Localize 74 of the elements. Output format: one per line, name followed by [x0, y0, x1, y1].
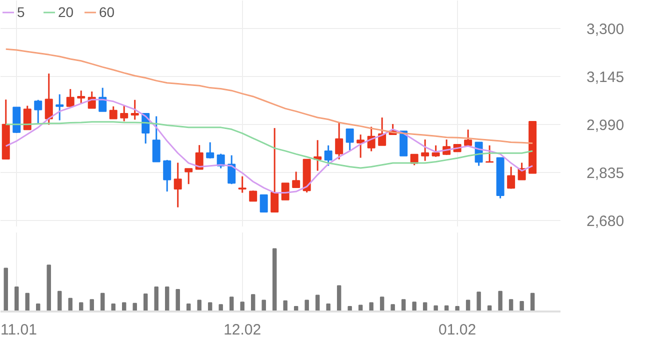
- candlestick: [346, 128, 354, 152]
- bar: [58, 290, 62, 312]
- candlestick: [421, 138, 430, 162]
- candlestick: [335, 121, 344, 160]
- x-tick-label: 11.01: [0, 322, 37, 337]
- candlestick: [238, 176, 246, 194]
- bar: [4, 268, 8, 312]
- bar: [326, 303, 330, 312]
- candlestick: [163, 159, 172, 192]
- bar: [164, 286, 170, 312]
- bar: [412, 302, 416, 312]
- line-series: [5, 48, 534, 144]
- bar: [315, 294, 320, 312]
- candlestick: [228, 154, 236, 185]
- bar: [250, 294, 256, 312]
- bar: [380, 296, 384, 312]
- bar: [176, 289, 180, 312]
- candlestick: [292, 170, 300, 188]
- candlestick: [44, 72, 53, 126]
- bar: [100, 292, 105, 312]
- candlestick: [174, 162, 182, 208]
- bar: [336, 285, 342, 312]
- candlestick: [432, 144, 440, 158]
- bar: [197, 300, 202, 312]
- bar: [229, 296, 234, 312]
- bar: [132, 302, 137, 312]
- candlestick: [34, 99, 42, 124]
- x-tick-label: 12.02: [224, 322, 262, 337]
- candlestick: [98, 87, 107, 112]
- bar: [530, 292, 535, 312]
- bar: [154, 286, 158, 312]
- bar: [240, 302, 244, 312]
- bar: [111, 303, 116, 312]
- x-tick-label: 01.02: [438, 322, 476, 337]
- bar: [476, 292, 481, 312]
- candlestick: [324, 144, 332, 167]
- bar: [25, 292, 30, 312]
- candlestick: [464, 128, 472, 146]
- candlestick: [109, 106, 118, 120]
- bar: [218, 304, 223, 312]
- y-tick-label: 2,990: [586, 116, 624, 134]
- legend-label: 5: [17, 4, 26, 20]
- legend-label: 20: [58, 4, 75, 20]
- candlestick: [356, 134, 365, 159]
- candlestick: [260, 194, 268, 212]
- bar: [46, 264, 51, 312]
- candlestick: [249, 190, 258, 202]
- bar: [262, 300, 266, 312]
- candlestick: [184, 168, 193, 185]
- candlestick: [281, 182, 290, 200]
- legend-label: 60: [99, 4, 116, 20]
- y-tick-label: 2,680: [586, 212, 624, 230]
- candlestick: [130, 99, 139, 120]
- candlestick: [152, 116, 160, 163]
- candlestick: [66, 88, 74, 108]
- candlestick: [206, 142, 214, 160]
- bar: [498, 290, 502, 312]
- y-tick-label: 2,835: [586, 164, 624, 182]
- y-tick-label: 3,300: [586, 20, 624, 38]
- candlestick: [270, 127, 279, 213]
- bar: [272, 248, 277, 312]
- bar: [283, 300, 288, 312]
- bar: [304, 300, 309, 312]
- bar: [14, 286, 19, 312]
- y-tick-label: 3,145: [586, 68, 624, 86]
- bar: [369, 302, 374, 312]
- candlestick: [507, 166, 516, 190]
- candlestick: [56, 94, 64, 122]
- candlestick: [23, 105, 32, 130]
- bar: [390, 304, 395, 312]
- bar: [520, 300, 524, 312]
- candlestick: [120, 105, 128, 122]
- candlestick: [77, 90, 86, 104]
- bar: [143, 293, 148, 312]
